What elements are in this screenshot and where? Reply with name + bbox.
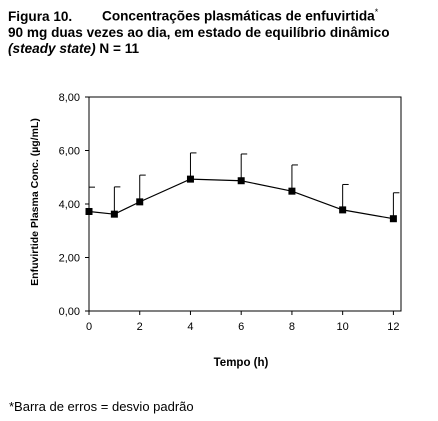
data-point	[339, 206, 347, 214]
figure-caption: Figura 10. Concentrações plasmáticas de e…	[8, 4, 433, 57]
x-tick-label: 8	[289, 321, 295, 333]
footnote: *Barra de erros = desvio padrão	[9, 399, 194, 414]
x-tick-label: 10	[337, 321, 349, 333]
data-point	[389, 215, 397, 223]
y-tick-label: 0,00	[59, 306, 80, 318]
x-tick-label: 4	[187, 321, 193, 333]
chart-marks	[85, 152, 400, 223]
data-point	[288, 187, 296, 195]
data-point	[110, 210, 118, 218]
data-point	[237, 177, 245, 185]
y-tick-label: 4,00	[59, 199, 80, 211]
x-axis-label: Tempo (h)	[214, 357, 269, 369]
figure-label: Figura 10.	[8, 8, 73, 24]
y-axis-label: Enfuvirtide Plasma Conc. (µg/mL)	[29, 118, 41, 286]
data-point	[186, 175, 194, 183]
x-tick-label: 2	[137, 321, 143, 333]
caption-line-3: (steady state) N = 11	[8, 41, 433, 57]
footnote-mark: *	[374, 7, 379, 17]
data-point	[85, 207, 93, 215]
x-tick-label: 6	[238, 321, 244, 333]
caption-line-2: 90 mg duas vezes ao dia, em estado de eq…	[8, 24, 390, 40]
caption-line-1: Figura 10. Concentrações plasmáticas de e…	[8, 4, 433, 25]
series-line	[88, 178, 394, 220]
y-tick-label: 2,00	[59, 253, 80, 265]
chart-axes: 0,00 2,00 4,00 6,00 8,00 0 2 4 6 8 10 12	[59, 92, 402, 333]
data-point	[136, 198, 144, 206]
caption-title: Concentrações plasmáticas de enfuvirtida	[102, 8, 375, 24]
caption-sample-size: N = 11	[95, 40, 140, 56]
y-tick-label: 8,00	[59, 92, 80, 104]
x-tick-label: 0	[86, 321, 92, 333]
caption-steady-state: (steady state)	[8, 40, 96, 56]
x-tick-label: 12	[387, 321, 399, 333]
y-tick-label: 6,00	[59, 146, 80, 158]
